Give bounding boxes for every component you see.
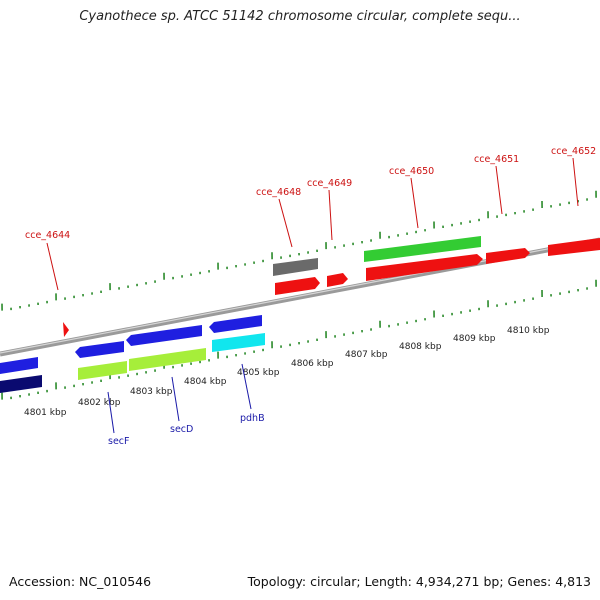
- forward-genes: [273, 236, 600, 295]
- gene-label-cce_4652[interactable]: cce_4652: [551, 146, 596, 157]
- gene-red-3[interactable]: [366, 254, 483, 281]
- gene-label-secD[interactable]: secD: [170, 424, 193, 435]
- leader-line: [278, 198, 293, 248]
- gene-blue-2[interactable]: [126, 325, 202, 346]
- gene-red-2[interactable]: [327, 273, 348, 287]
- kbp-label: 4810 kbp: [507, 326, 550, 336]
- gene-gray[interactable]: [273, 258, 318, 276]
- leader-line: [572, 157, 579, 207]
- gene-cyan-pdhB[interactable]: [212, 333, 265, 352]
- kbp-label: 4804 kbp: [184, 377, 227, 387]
- leader-line: [107, 391, 115, 434]
- gene-label-secF[interactable]: secF: [108, 436, 129, 447]
- outer-tick-row: [1, 190, 597, 311]
- leader-line: [46, 242, 59, 291]
- sequence-summary: Topology: circular; Length: 4,934,271 bp…: [247, 574, 591, 589]
- bottom-gene-labels: secF secD pdhB: [107, 363, 265, 447]
- kbp-label: 4809 kbp: [453, 334, 496, 344]
- kbp-label: 4801 kbp: [24, 408, 67, 418]
- gene-label-cce_4644[interactable]: cce_4644: [25, 230, 70, 241]
- accession-text: Accession: NC_010546: [9, 574, 152, 589]
- leader-line: [328, 189, 333, 241]
- gene-label-pdhB[interactable]: pdhB: [240, 413, 265, 424]
- gene-blue-1[interactable]: [75, 341, 124, 358]
- gene-label-cce_4651[interactable]: cce_4651: [474, 154, 519, 165]
- kbp-scale: 4801 kbp 4802 kbp 4803 kbp 4804 kbp 4805…: [24, 326, 550, 418]
- gene-blue-3[interactable]: [209, 315, 262, 333]
- kbp-label: 4808 kbp: [399, 342, 442, 352]
- kbp-label: 4802 kbp: [78, 398, 121, 408]
- leader-line: [241, 363, 252, 410]
- gene-navy-left[interactable]: [0, 375, 42, 393]
- gene-lime-secF[interactable]: [78, 361, 127, 380]
- top-gene-labels: cce_4644 cce_4648 cce_4649 cce_4650 cce_…: [25, 146, 596, 291]
- reverse-genes: [0, 315, 265, 393]
- gene-blue-left[interactable]: [0, 357, 38, 374]
- gene-green[interactable]: [364, 236, 481, 262]
- kbp-label: 4806 kbp: [291, 359, 334, 369]
- leader-line: [171, 376, 180, 422]
- gene-red-4[interactable]: [486, 248, 530, 264]
- gene-label-cce_4649[interactable]: cce_4649: [307, 178, 352, 189]
- kbp-label: 4805 kbp: [237, 368, 280, 378]
- gene-label-cce_4650[interactable]: cce_4650: [389, 166, 434, 177]
- gene-lime-secD[interactable]: [129, 348, 206, 371]
- kbp-label: 4807 kbp: [345, 350, 388, 360]
- inner-tick-row: [1, 279, 597, 400]
- kbp-label: 4803 kbp: [130, 387, 173, 397]
- leader-line: [410, 177, 419, 229]
- leader-line: [495, 165, 503, 215]
- gene-red-5[interactable]: [548, 238, 600, 256]
- map-title: Cyanothece sp. ATCC 51142 chromosome cir…: [79, 9, 521, 24]
- gene-red-1[interactable]: [275, 277, 320, 295]
- direction-marker[interactable]: [63, 322, 69, 337]
- gene-label-cce_4648[interactable]: cce_4648: [256, 187, 301, 198]
